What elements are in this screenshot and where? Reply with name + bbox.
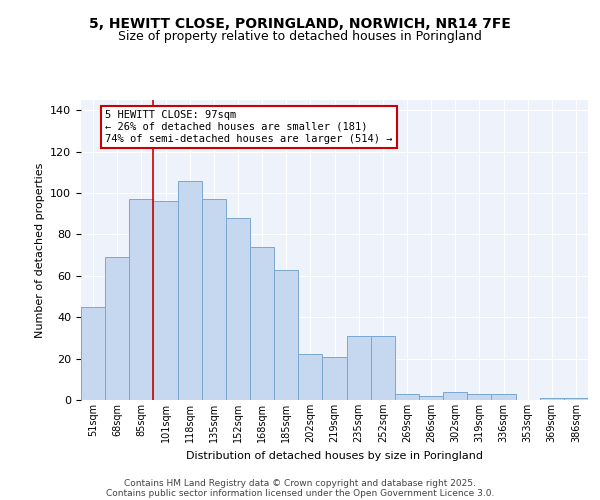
- Bar: [322, 356, 347, 400]
- Bar: [81, 307, 105, 400]
- Bar: [105, 257, 129, 400]
- Text: 5, HEWITT CLOSE, PORINGLAND, NORWICH, NR14 7FE: 5, HEWITT CLOSE, PORINGLAND, NORWICH, NR…: [89, 18, 511, 32]
- Bar: [564, 398, 588, 400]
- Bar: [491, 394, 515, 400]
- Text: Size of property relative to detached houses in Poringland: Size of property relative to detached ho…: [118, 30, 482, 43]
- Bar: [298, 354, 322, 400]
- Bar: [226, 218, 250, 400]
- Bar: [443, 392, 467, 400]
- X-axis label: Distribution of detached houses by size in Poringland: Distribution of detached houses by size …: [186, 450, 483, 460]
- Bar: [274, 270, 298, 400]
- Bar: [371, 336, 395, 400]
- Bar: [250, 247, 274, 400]
- Bar: [419, 396, 443, 400]
- Y-axis label: Number of detached properties: Number of detached properties: [35, 162, 44, 338]
- Bar: [154, 202, 178, 400]
- Bar: [395, 394, 419, 400]
- Bar: [467, 394, 491, 400]
- Text: Contains HM Land Registry data © Crown copyright and database right 2025.: Contains HM Land Registry data © Crown c…: [124, 478, 476, 488]
- Text: 5 HEWITT CLOSE: 97sqm
← 26% of detached houses are smaller (181)
74% of semi-det: 5 HEWITT CLOSE: 97sqm ← 26% of detached …: [105, 110, 392, 144]
- Bar: [202, 200, 226, 400]
- Bar: [129, 200, 154, 400]
- Text: Contains public sector information licensed under the Open Government Licence 3.: Contains public sector information licen…: [106, 488, 494, 498]
- Bar: [540, 398, 564, 400]
- Bar: [178, 180, 202, 400]
- Bar: [347, 336, 371, 400]
